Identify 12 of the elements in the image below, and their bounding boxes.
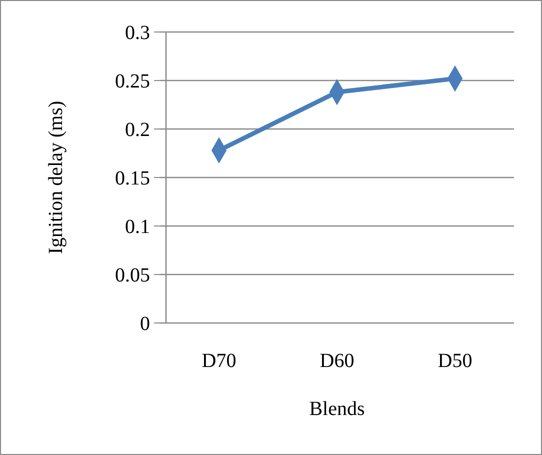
y-tick-label: 0.05 [115, 264, 150, 286]
y-tick-label: 0.1 [125, 216, 150, 238]
x-tick-label: D60 [320, 350, 354, 372]
y-tick-label: 0.25 [115, 70, 150, 92]
x-tick-label: D70 [202, 350, 236, 372]
y-tick-label: 0.15 [115, 168, 150, 190]
y-tick-label: 0.2 [125, 119, 150, 141]
y-axis-title: Ignition delay (ms) [45, 100, 67, 254]
x-tick-label: D50 [438, 350, 472, 372]
x-axis-title: Blends [309, 398, 365, 420]
y-tick-label: 0 [140, 313, 150, 335]
y-tick-label: 0.3 [125, 22, 150, 44]
